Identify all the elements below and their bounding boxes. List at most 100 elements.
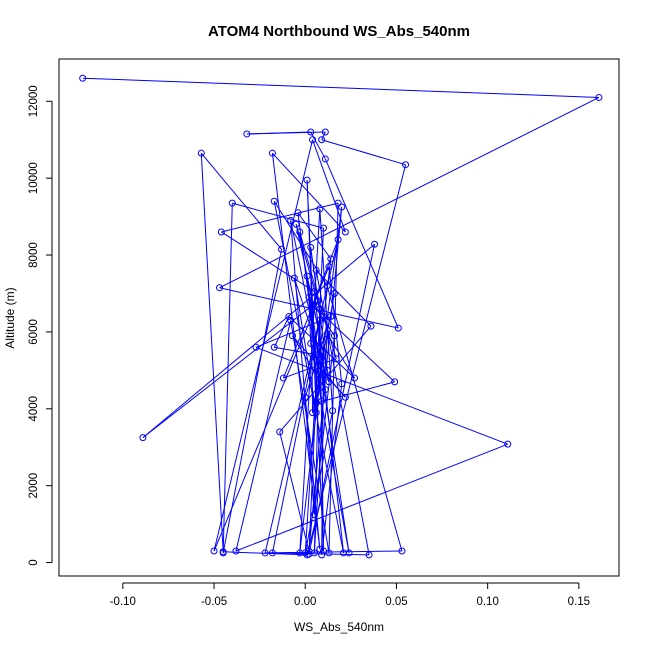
series-segment (297, 212, 332, 260)
data-point (79, 74, 87, 82)
data-point (318, 551, 326, 559)
data-point (309, 136, 317, 144)
data-point (307, 128, 315, 136)
series-segment (321, 383, 343, 555)
x-tick-label: 0.15 (568, 596, 590, 608)
data-point (314, 351, 322, 359)
data-point (351, 374, 359, 382)
data-point (391, 378, 399, 386)
y-tick-label: 0 (28, 559, 40, 565)
series-segment (308, 244, 376, 555)
data-point (319, 347, 327, 355)
series-segment (213, 139, 314, 552)
chart-title: ATOM4 Northbound WS_Abs_540nm (208, 23, 470, 40)
data-point (323, 330, 331, 338)
series-segment (222, 249, 283, 554)
data-point (301, 549, 309, 557)
series-segment (273, 316, 290, 348)
data-point (319, 224, 327, 232)
data-point (318, 397, 326, 405)
data-point (325, 263, 333, 271)
data-point (341, 393, 349, 401)
series-segment (304, 410, 334, 554)
data-point (268, 149, 276, 157)
series-segment (313, 335, 335, 515)
series-segment (310, 343, 350, 554)
series-segment (319, 308, 324, 552)
series-segment (219, 96, 600, 289)
data-point (319, 313, 327, 321)
data-point (402, 161, 410, 169)
series-segment (288, 316, 355, 379)
data-point (338, 380, 346, 388)
series-segment (82, 77, 599, 98)
series-segment (272, 152, 346, 233)
series-segment (295, 224, 321, 309)
y-tick-label: 12000 (28, 85, 40, 117)
data-point (330, 332, 338, 340)
data-point (325, 378, 333, 386)
series-segment (235, 443, 508, 552)
series-segment (316, 381, 395, 404)
data-point (504, 440, 512, 448)
series-segment (273, 201, 345, 554)
data-point (365, 551, 373, 559)
series-segment (290, 220, 326, 390)
series-segment (306, 164, 407, 555)
data-point (232, 547, 240, 555)
data-point (139, 434, 147, 442)
data-point (294, 209, 302, 217)
y-axis: 0 2000 4000 6000 8000 10000 12000 (28, 85, 53, 566)
plot-frame (58, 58, 620, 577)
data-point (334, 236, 342, 244)
data-point (287, 316, 295, 324)
series-segment (292, 335, 326, 390)
data-point (332, 355, 340, 363)
y-axis-label: Altitude (m) (3, 287, 17, 348)
data-point (276, 428, 284, 436)
data-point (340, 549, 348, 557)
data-point (323, 366, 331, 374)
data-point (252, 343, 260, 351)
series-segment (246, 131, 326, 135)
data-point (303, 272, 311, 280)
data-point (217, 228, 225, 236)
series-segment (324, 158, 399, 329)
series-segment (282, 266, 330, 379)
data-point (301, 393, 309, 401)
data-point (268, 549, 276, 557)
data-point (228, 199, 236, 207)
data-point (279, 374, 287, 382)
data-point (316, 305, 324, 313)
data-point (394, 324, 402, 332)
data-point (270, 343, 278, 351)
series-segment (299, 208, 321, 553)
data-point (345, 549, 353, 557)
data-point (310, 510, 318, 518)
data-point (296, 228, 304, 236)
data-point (321, 386, 329, 394)
series-segment (221, 231, 315, 292)
x-tick-label: 0.05 (385, 596, 407, 608)
series-segment (315, 270, 370, 555)
data-point (314, 297, 322, 305)
y-tick-label: 4000 (28, 396, 40, 422)
series-segment (310, 247, 314, 413)
data-point (398, 547, 406, 555)
series-segment (279, 325, 372, 433)
data-point (210, 547, 218, 555)
data-point (296, 549, 304, 557)
data-point (327, 255, 335, 263)
data-point (321, 128, 329, 136)
y-tick-label: 10000 (28, 162, 40, 194)
series-layer (79, 74, 603, 559)
x-tick-label: 0.10 (476, 596, 498, 608)
series-segment (232, 202, 324, 229)
series-segment (200, 152, 282, 250)
data-point (305, 293, 313, 301)
series-segment (328, 266, 343, 384)
data-point (312, 266, 320, 274)
data-point (285, 313, 293, 321)
data-point (243, 130, 251, 138)
data-point (216, 284, 224, 292)
